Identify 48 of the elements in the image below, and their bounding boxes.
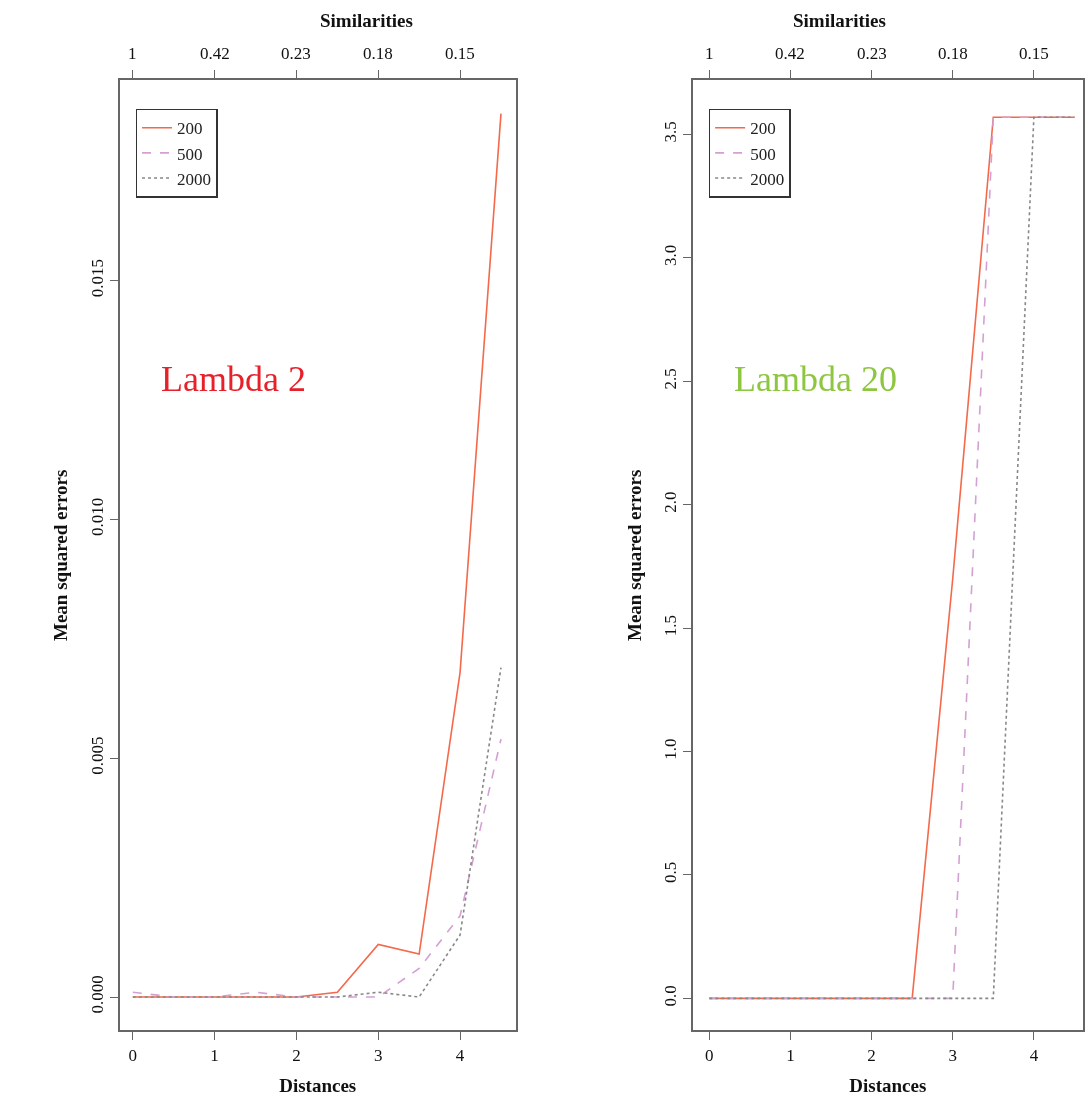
x-axis-title: Distances (279, 1075, 357, 1097)
y-tick-label: 0.5 (661, 861, 681, 884)
annotation: 1 (128, 44, 137, 63)
annotation: Lambda 20 (734, 359, 897, 399)
y-tick-label: 3.5 (661, 121, 681, 143)
y-tick-label: 0.000 (87, 975, 107, 1014)
y-tick-label: 0.015 (87, 259, 107, 298)
legend-label: 500 (177, 144, 203, 164)
annotation: 0.15 (1019, 44, 1049, 63)
y-tick-label: 3.0 (661, 244, 681, 266)
legend-label: 2000 (177, 169, 212, 189)
legend-label: 2000 (750, 169, 785, 189)
y-tick-label: 2.0 (661, 491, 681, 513)
x-tick-label: 3 (374, 1045, 383, 1065)
x-tick-label: 4 (455, 1045, 465, 1065)
annotation: 0.23 (281, 44, 311, 63)
legend-label: 200 (750, 119, 776, 139)
x-tick-label: 1 (786, 1045, 795, 1065)
annotation: 0.18 (938, 44, 968, 63)
legend-label: 200 (177, 119, 203, 139)
y-tick-label: 1.5 (661, 614, 681, 637)
y-axis-title: Mean squared errors (50, 469, 72, 641)
y-tick-label: 0.010 (87, 497, 107, 537)
annotation: 0.18 (363, 44, 393, 63)
x-tick-label: 2 (292, 1045, 301, 1065)
x2-axis-title: Similarities (320, 10, 413, 31)
line-series (131, 738, 502, 998)
y-tick-label: 2.5 (661, 368, 681, 390)
y-tick-label: 0.005 (87, 736, 107, 775)
annotation: 0.15 (445, 44, 475, 63)
x-tick-label: 1 (210, 1045, 219, 1065)
x-tick-label: 0 (128, 1045, 138, 1065)
x-axis-title: Distances (849, 1075, 927, 1097)
annotation: 0.42 (775, 44, 805, 63)
x-tick-label: 2 (867, 1045, 876, 1065)
x-tick-label: 4 (1029, 1045, 1039, 1065)
annotation: 0.23 (857, 44, 887, 63)
annotation: Lambda 2 (161, 359, 306, 399)
x-tick-label: 3 (948, 1045, 957, 1065)
y-tick-label: 0.0 (661, 985, 681, 1007)
legend-label: 500 (750, 144, 776, 164)
y-tick-label: 1.0 (661, 738, 681, 760)
annotation: 0.42 (200, 44, 230, 63)
x-tick-label: 0 (705, 1045, 714, 1065)
line-series (131, 666, 502, 998)
y-axis-title: Mean squared errors (623, 469, 645, 641)
x2-axis-title: Similarities (793, 10, 886, 31)
annotation: 1 (705, 44, 714, 63)
